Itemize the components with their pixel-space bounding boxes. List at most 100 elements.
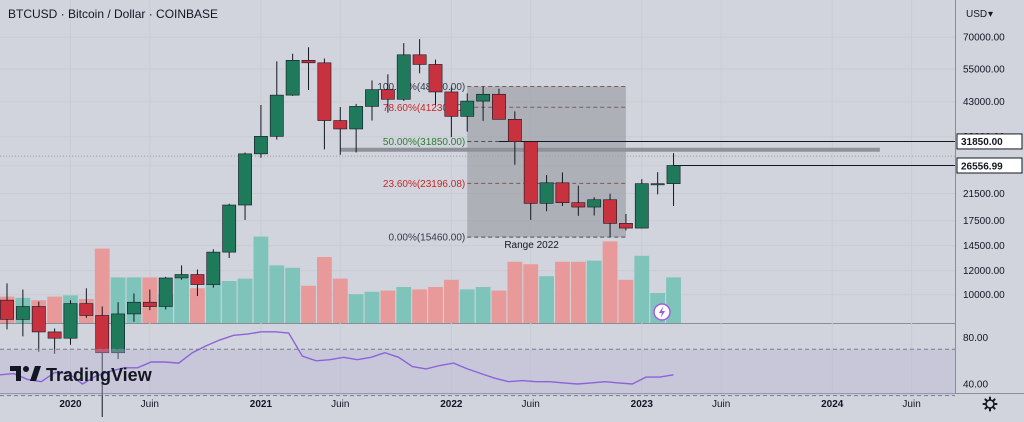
gear-icon[interactable]	[982, 396, 998, 412]
price-tick-label: 70000.00	[963, 33, 1005, 44]
volume-bar	[428, 287, 443, 323]
price-tick-label: 43000.00	[963, 97, 1005, 108]
volume-bar	[285, 267, 301, 323]
candle-up	[396, 54, 411, 100]
volume-bar	[94, 248, 110, 323]
volume-bar	[380, 290, 396, 323]
volume-bar	[586, 260, 602, 323]
fib-retracement-layer[interactable]: 100.00%(48240.00) 78.60%(41230.00) 50.00%(…	[377, 82, 626, 251]
candle-up	[15, 306, 30, 320]
volume-bar	[459, 289, 475, 323]
candle-down	[333, 120, 348, 130]
fib-level-label: 78.60%(41230.00)	[383, 103, 465, 114]
volume-bar	[634, 255, 650, 323]
candle-up	[269, 94, 284, 137]
volume-bar	[174, 278, 189, 323]
fib-range-box	[467, 86, 626, 238]
tradingview-logo: TradingView	[10, 365, 153, 385]
volume-bar	[523, 264, 539, 323]
volume-bar	[317, 257, 332, 323]
rsi-pane[interactable]	[0, 324, 955, 394]
candle-down	[31, 306, 46, 333]
volume-bar	[570, 261, 586, 323]
volume-bar	[348, 294, 364, 323]
volume-bar	[237, 278, 253, 323]
volume-bar	[269, 265, 285, 323]
time-tick-label: 2020	[59, 399, 82, 410]
candle-down	[619, 223, 633, 229]
price-tick-label: 12000.00	[963, 266, 1005, 277]
volume-bar	[475, 287, 491, 323]
symbol-title[interactable]: BTCUSD · Bitcoin / Dollar · COINBASE	[8, 7, 218, 21]
fib-level-label: 0.00%(15460.00)	[388, 233, 465, 244]
time-axis[interactable]: 2020 Juin 2021 Juin 2022 Juin 2023 Juin 2024 Juin	[59, 399, 920, 410]
candle-down	[571, 202, 586, 208]
candle-down	[412, 54, 427, 65]
volume-bar	[491, 290, 507, 323]
time-tick-label: 2024	[821, 399, 844, 410]
volume-bar	[507, 261, 523, 323]
price-tick-label: 10000.00	[963, 290, 1005, 301]
time-tick-label: Juin	[331, 399, 349, 410]
volume-bar	[205, 283, 221, 323]
price-tag-label: 26556.99	[961, 161, 1003, 172]
time-tick-label: Juin	[712, 399, 730, 410]
volume-bar	[190, 288, 205, 323]
candle-down	[142, 301, 157, 307]
price-tick-label: 55000.00	[963, 65, 1005, 76]
lightning-icon[interactable]	[653, 303, 671, 321]
volume-bar	[539, 276, 554, 323]
price-tag-label: 31850.00	[961, 137, 1003, 148]
currency-label: USD	[966, 9, 987, 20]
candle-up	[650, 183, 665, 186]
time-tick-label: 2022	[440, 399, 463, 410]
candle-up	[222, 204, 237, 253]
fib-level-label: 100.00%(48240.00)	[377, 82, 465, 93]
candle-down	[507, 119, 522, 142]
rsi-tick-label: 80.00	[963, 333, 988, 344]
volume-bar	[443, 279, 459, 323]
candle-up	[238, 153, 252, 206]
candle-up	[63, 303, 78, 339]
candle-up	[666, 165, 681, 184]
volume-bar	[396, 287, 412, 323]
rsi-layer	[0, 331, 955, 397]
candles-layer	[0, 39, 681, 422]
candle-down	[79, 303, 94, 316]
volume-bar	[221, 281, 237, 323]
rsi-tick-label: 40.00	[963, 380, 988, 391]
candle-down	[95, 315, 110, 354]
candle-up	[349, 106, 364, 130]
candle-up	[174, 274, 189, 279]
candle-down	[190, 274, 205, 285]
candle-down	[317, 62, 332, 121]
price-tick-label: 21500.00	[963, 189, 1005, 200]
candle-up	[206, 251, 221, 285]
time-tick-label: Juin	[522, 399, 540, 410]
volume-bar	[555, 261, 570, 323]
time-tick-label: Juin	[902, 399, 920, 410]
candle-up	[539, 182, 554, 204]
candle-down	[444, 91, 459, 117]
volume-bar	[110, 277, 126, 323]
tradingview-wordmark: TradingView	[46, 365, 153, 385]
candle-up	[476, 93, 490, 102]
rsi-axis[interactable]: 80.00 40.00	[963, 333, 988, 390]
currency-selector[interactable]: USD ▾	[966, 9, 993, 20]
price-tick-label: 14500.00	[963, 241, 1005, 252]
candle-up	[460, 100, 475, 117]
volume-bar	[412, 289, 428, 323]
horizontal-lines-layer[interactable]	[0, 140, 955, 166]
candle-up	[285, 60, 300, 96]
candle-down	[428, 64, 443, 93]
time-tick-label: 2023	[631, 399, 654, 410]
fib-level-label: 23.60%(23196.08)	[383, 179, 465, 190]
price-tag-box	[956, 133, 1023, 150]
tradingview-mark-icon	[10, 366, 41, 381]
candle-up	[634, 183, 649, 229]
candle-up	[365, 89, 379, 107]
candle-up	[111, 313, 125, 354]
price-tags: 31850.00 26556.99	[956, 133, 1023, 174]
